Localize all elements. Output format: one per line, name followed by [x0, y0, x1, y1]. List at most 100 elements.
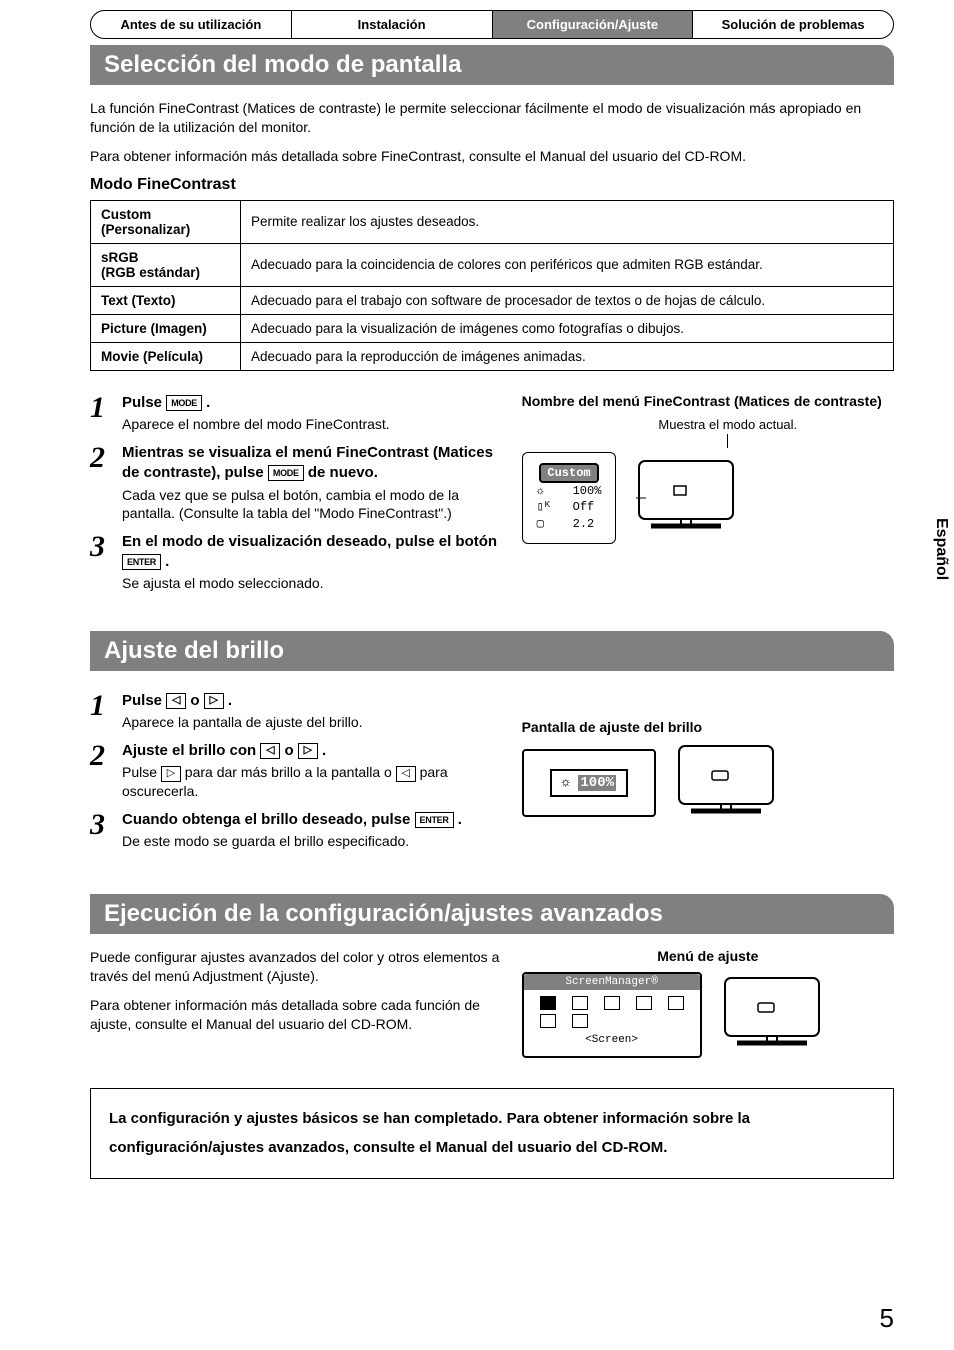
osd-mode-value: Custom	[539, 463, 598, 483]
brightness-value: 100%	[578, 775, 616, 791]
mode-desc: Permite realizar los ajustes deseados.	[241, 200, 894, 243]
osd-line: ▯ᴷ Off	[537, 499, 602, 516]
step-text: de nuevo.	[304, 464, 378, 481]
step-text: .	[224, 692, 232, 709]
tab-installation[interactable]: Instalación	[292, 11, 493, 38]
mode-button-icon: MODE	[268, 465, 304, 481]
mode-desc: Adecuado para la reproducción de imágene…	[241, 342, 894, 370]
mode-desc: Adecuado para el trabajo con software de…	[241, 286, 894, 314]
figure-caption-brightness: Pantalla de ajuste del brillo	[522, 719, 894, 735]
step-text: .	[161, 553, 169, 570]
completion-note: La configuración y ajustes básicos se ha…	[90, 1088, 894, 1179]
step-2: 2 Ajuste el brillo con ◁ o ▷ . Pulse ▷ p…	[90, 741, 502, 800]
mode-name: Picture (Imagen)	[91, 314, 241, 342]
monitor-icon	[636, 458, 736, 538]
table-row: Picture (Imagen) Adecuado para la visual…	[91, 314, 894, 342]
osd-brightness: ☼ 100%	[522, 749, 656, 817]
step-desc: De este modo se guarda el brillo especif…	[122, 832, 502, 850]
menu-icon	[636, 996, 652, 1010]
osd-adjust-menu: ScreenManager® <Screen>	[522, 972, 702, 1058]
osd-line: ☼ 100%	[537, 483, 602, 500]
step-1: 1 Pulse ◁ o ▷ . Aparece la pantalla de a…	[90, 691, 502, 731]
advanced-body-1: Puede configurar ajustes avanzados del c…	[90, 948, 502, 986]
step-2: 2 Mientras se visualiza el menú FineCont…	[90, 443, 502, 522]
menu-icon	[572, 996, 588, 1010]
step-text: o	[280, 742, 298, 759]
table-row: Text (Texto) Adecuado para el trabajo co…	[91, 286, 894, 314]
mode-name: Movie (Película)	[91, 342, 241, 370]
mode-name-local: (Personalizar)	[101, 222, 190, 237]
table-row: Custom(Personalizar) Permite realizar lo…	[91, 200, 894, 243]
figure-caption-adjust-menu: Menú de ajuste	[522, 948, 894, 964]
right-arrow-icon: ▷	[204, 693, 224, 709]
menu-icon	[572, 1014, 588, 1028]
right-arrow-icon: ▷	[161, 766, 181, 782]
step-text: para dar más brillo a la pantalla o	[181, 764, 396, 780]
left-arrow-icon: ◁	[260, 743, 280, 759]
step-number: 3	[90, 810, 122, 850]
monitor-icon	[722, 975, 822, 1055]
step-text: o	[186, 692, 204, 709]
step-text: .	[318, 742, 326, 759]
step-number: 3	[90, 532, 122, 593]
section-title-advanced: Ejecución de la configuración/ajustes av…	[90, 894, 894, 934]
step-number: 2	[90, 741, 122, 800]
step-text: En el modo de visualización deseado, pul…	[122, 533, 497, 550]
finecontrast-table: Custom(Personalizar) Permite realizar lo…	[90, 200, 894, 371]
step-3: 3 Cuando obtenga el brillo deseado, puls…	[90, 810, 502, 850]
osd-line: ▢ 2.2	[537, 516, 602, 533]
monitor-icon	[676, 743, 776, 823]
callout-text: Muestra el modo actual.	[562, 417, 894, 432]
menu-icon	[540, 1014, 556, 1028]
step-1: 1 Pulse MODE . Aparece el nombre del mod…	[90, 393, 502, 433]
tab-before-use[interactable]: Antes de su utilización	[91, 11, 292, 38]
adjust-menu-icons	[532, 996, 692, 1010]
step-text: Pulse	[122, 764, 161, 780]
step-desc: Cada vez que se pulsa el botón, cambia e…	[122, 486, 502, 522]
mode-desc: Adecuado para la visualización de imágen…	[241, 314, 894, 342]
mode-name-local: (RGB estándar)	[101, 265, 200, 280]
advanced-body-2: Para obtener información más detallada s…	[90, 996, 502, 1034]
tab-config-adjust[interactable]: Configuración/Ajuste	[493, 11, 694, 38]
mode-button-icon: MODE	[166, 395, 202, 411]
step-3: 3 En el modo de visualización deseado, p…	[90, 532, 502, 593]
table-row: sRGB(RGB estándar) Adecuado para la coin…	[91, 243, 894, 286]
left-arrow-icon: ◁	[166, 693, 186, 709]
intro-paragraph-1: La función FineContrast (Matices de cont…	[90, 99, 894, 137]
tab-bar: Antes de su utilización Instalación Conf…	[90, 10, 894, 39]
osd-finecontrast: Custom ☼ 100% ▯ᴷ Off ▢ 2.2	[522, 452, 617, 544]
callout-line	[727, 434, 728, 448]
section-title-brightness: Ajuste del brillo	[90, 631, 894, 671]
adjust-menu-header: ScreenManager®	[524, 974, 700, 990]
table-row: Movie (Película) Adecuado para la reprod…	[91, 342, 894, 370]
right-arrow-icon: ▷	[298, 743, 318, 759]
step-number: 2	[90, 443, 122, 522]
menu-icon	[604, 996, 620, 1010]
language-side-tab: Español	[928, 510, 954, 588]
step-desc: Aparece la pantalla de ajuste del brillo…	[122, 713, 502, 731]
enter-button-icon: ENTER	[122, 554, 161, 570]
mode-name: Text (Texto)	[91, 286, 241, 314]
step-text: Pulse	[122, 692, 166, 709]
adjust-menu-icons	[532, 1014, 692, 1028]
step-text: Cuando obtenga el brillo deseado, pulse	[122, 811, 415, 828]
step-number: 1	[90, 393, 122, 433]
mode-name: Custom	[101, 207, 151, 222]
step-desc: Aparece el nombre del modo FineContrast.	[122, 415, 502, 433]
menu-icon	[540, 996, 556, 1010]
step-text: .	[202, 394, 210, 411]
step-text: Ajuste el brillo con	[122, 742, 260, 759]
mode-desc: Adecuado para la coincidencia de colores…	[241, 243, 894, 286]
section-title-screen-mode: Selección del modo de pantalla	[90, 45, 894, 85]
enter-button-icon: ENTER	[415, 812, 454, 828]
mode-name: sRGB	[101, 250, 139, 265]
step-text: .	[454, 811, 462, 828]
tab-troubleshoot[interactable]: Solución de problemas	[693, 11, 893, 38]
adjust-menu-footer: <Screen>	[532, 1034, 692, 1046]
menu-icon	[668, 996, 684, 1010]
step-text: Pulse	[122, 394, 166, 411]
intro-paragraph-2: Para obtener información más detallada s…	[90, 147, 894, 166]
page-number: 5	[880, 1303, 894, 1334]
subheading-finecontrast: Modo FineContrast	[90, 176, 894, 194]
left-arrow-icon: ◁	[396, 766, 416, 782]
